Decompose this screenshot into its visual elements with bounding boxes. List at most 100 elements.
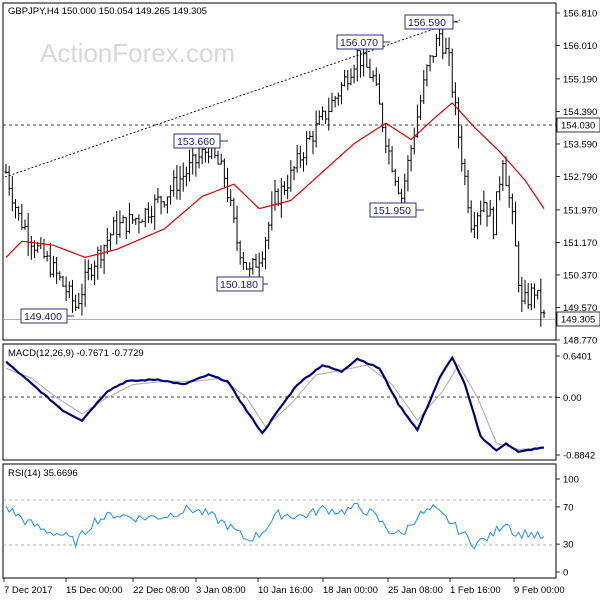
annotation-149400: 149.400 — [20, 308, 74, 324]
ohlc-bar — [124, 217, 128, 240]
ohlc-bar — [517, 241, 521, 293]
ohlc-bar — [184, 166, 188, 187]
ohlc-bar — [476, 212, 480, 240]
ohlc-bar — [121, 215, 125, 224]
ohlc-bar — [251, 257, 255, 275]
ohlc-bar — [457, 97, 461, 149]
ohlc-bar — [143, 207, 147, 228]
x-axis: 7 Dec 2017 15 Dec 00:00 22 Dec 08:00 3 Jan … — [3, 578, 565, 596]
ohlc-bar — [485, 202, 489, 227]
ohlc-bar — [536, 289, 540, 300]
svg-text:156.070: 156.070 — [340, 37, 378, 49]
ohlc-bar — [523, 279, 527, 305]
ohlc-bar — [216, 150, 220, 165]
ohlc-bar — [45, 250, 49, 262]
macd-line — [5, 355, 544, 454]
ohlc-bar — [279, 177, 283, 218]
x-tick-label: 18 Jan 00:00 — [323, 585, 378, 596]
ohlc-bar — [74, 294, 78, 312]
ohlc-bar — [146, 202, 150, 223]
ohlc-bar — [222, 158, 226, 188]
x-tick-label: 7 Dec 2017 — [4, 585, 53, 596]
annotation-156590: 156.590 — [404, 14, 458, 30]
ohlc-bar — [102, 244, 106, 275]
ohlc-bar — [539, 278, 543, 327]
ohlc-bar — [501, 159, 505, 192]
ohlc-bar — [17, 206, 21, 221]
ohlc-bar — [219, 153, 223, 165]
ohlc-bar — [127, 202, 131, 234]
x-tick-label: 3 Jan 08:00 — [196, 585, 246, 596]
rsi-line — [5, 502, 545, 550]
ohlc-bar — [336, 92, 340, 106]
x-tick-label: 9 Feb 00:00 — [514, 585, 565, 596]
ohlc-bar — [86, 259, 90, 281]
ohlc-bar — [118, 210, 122, 238]
ohlc-bar — [99, 245, 103, 269]
ohlc-bar — [80, 283, 84, 316]
x-tick-label: 25 Jan 08:00 — [388, 585, 443, 596]
ohlc-bar — [419, 94, 423, 121]
macd-panel-frame — [2, 343, 557, 461]
ohlc-bar — [207, 146, 211, 164]
ohlc-bar — [358, 50, 362, 78]
svg-text:151.950: 151.950 — [373, 205, 411, 217]
ohlc-bar — [241, 252, 245, 270]
macd-y-tick-label: 0.6401 — [563, 352, 592, 363]
ohlc-bar — [7, 165, 11, 196]
ohlc-bar — [327, 97, 331, 131]
main-panel-frame — [2, 2, 557, 341]
ohlc-bar — [314, 110, 318, 148]
ohlc-bar — [194, 154, 198, 177]
ohlc-bar — [232, 197, 236, 224]
ohlc-bar — [260, 251, 264, 267]
ohlc-bar — [533, 283, 537, 309]
ohlc-bar — [248, 262, 252, 277]
main-y-tick-label: 153.590 — [563, 139, 597, 150]
ohlc-bars — [4, 22, 546, 327]
ohlc-bar — [153, 194, 157, 230]
ohlc-bar — [162, 200, 166, 208]
ohlc-bar — [343, 69, 347, 87]
ohlc-bar — [406, 155, 410, 192]
ohlc-bar — [381, 102, 385, 133]
ohlc-bar — [188, 149, 192, 182]
rsi-y-tick-label: 70 — [563, 502, 574, 513]
ohlc-bar — [308, 130, 312, 140]
ohlc-bar — [469, 200, 473, 233]
ohlc-bar — [415, 104, 419, 138]
svg-text:150.180: 150.180 — [220, 279, 258, 291]
ohlc-bar — [172, 170, 176, 197]
main-y-axis: 156.810 156.010 155.190 154.390 153.590 152.7… — [556, 9, 597, 347]
ohlc-bar — [333, 95, 337, 108]
ohlc-bar — [393, 169, 397, 186]
annotation-150180: 150.180 — [216, 276, 268, 292]
ohlc-bar — [339, 82, 343, 105]
ohlc-bar — [409, 144, 413, 172]
rsi-y-tick-label: 100 — [563, 475, 579, 486]
macd-y-tick-label: -0.8842 — [563, 451, 595, 462]
ohlc-bar — [257, 252, 261, 280]
ohlc-bar — [159, 196, 163, 215]
ohlc-bar — [320, 106, 324, 121]
ohlc-bar — [428, 55, 432, 72]
main-y-tick-label: 150.370 — [563, 270, 597, 281]
ohlc-bar — [453, 82, 457, 116]
ohlc-bar — [20, 203, 24, 230]
ohlc-bar — [292, 165, 296, 181]
ohlc-bar — [181, 162, 185, 192]
ohlc-bar — [89, 264, 93, 281]
ohlc-bar — [169, 185, 173, 205]
ohlc-bar — [165, 196, 169, 214]
macd-y-tick-label: 0.00 — [563, 393, 582, 404]
ohlc-bar — [438, 27, 442, 47]
ohlc-bar — [510, 193, 514, 225]
ohlc-bar — [514, 201, 518, 247]
ohlc-bar — [70, 279, 74, 313]
ohlc-bar — [520, 277, 524, 312]
ohlc-bar — [488, 199, 492, 217]
rsi-y-axis: 100 70 30 0 — [556, 475, 579, 579]
ohlc-bar — [374, 67, 378, 87]
ohlc-bar — [51, 255, 55, 278]
